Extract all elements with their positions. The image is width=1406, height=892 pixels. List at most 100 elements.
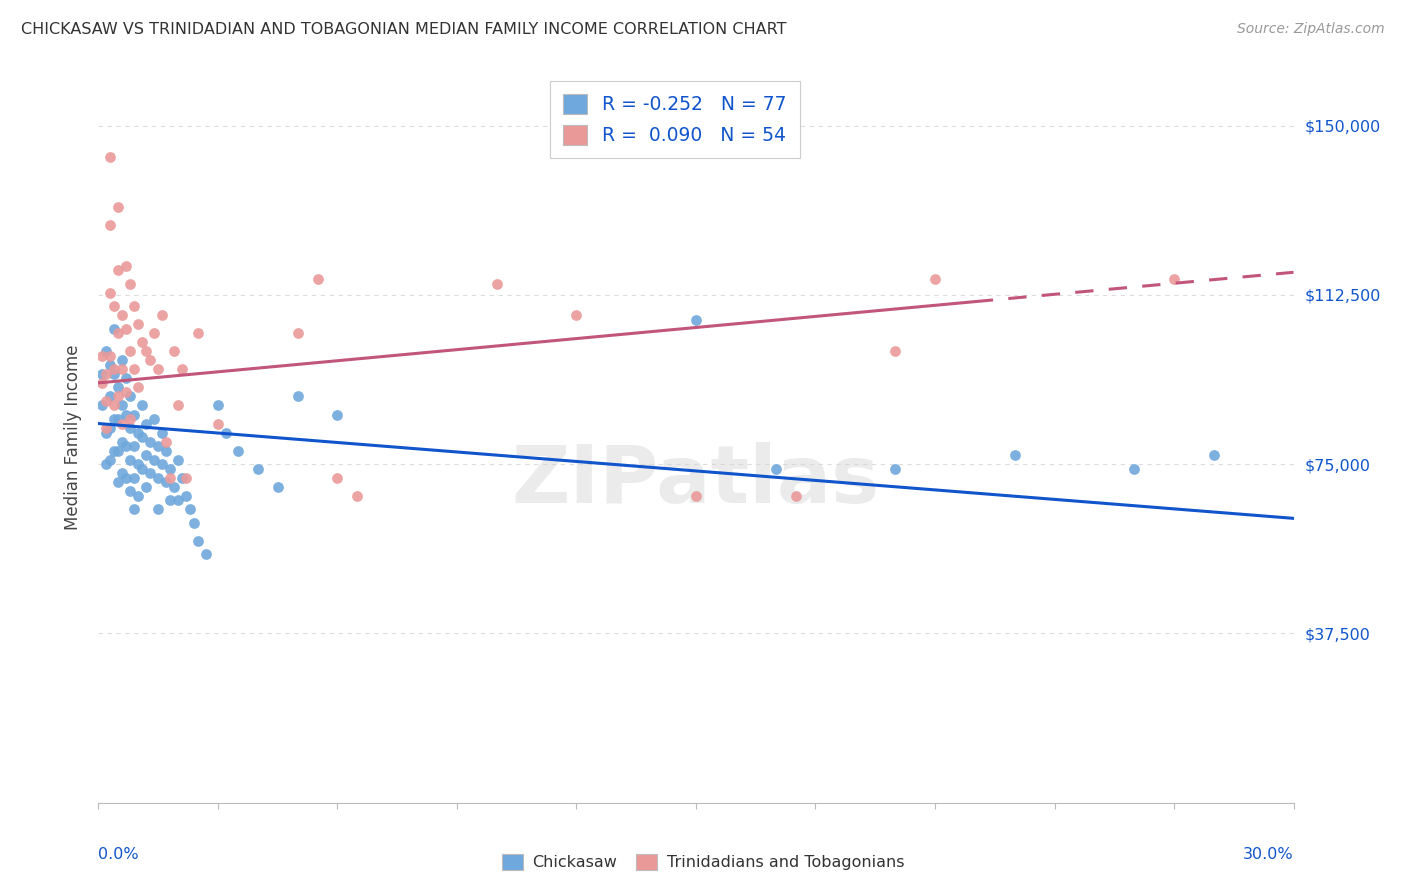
Point: [98, 452, 122, 467]
Point: [98, 421, 122, 435]
Point: [98, 285, 122, 300]
Point: [124, 471, 146, 485]
Point: [167, 493, 190, 508]
Point: [91, 376, 114, 390]
Point: [143, 326, 166, 341]
Point: [346, 489, 368, 503]
Point: [207, 399, 229, 413]
Point: [143, 412, 166, 426]
Point: [124, 502, 146, 516]
Point: [120, 421, 142, 435]
Point: [163, 480, 186, 494]
Point: [187, 533, 209, 548]
Point: [127, 489, 149, 503]
Point: [131, 399, 153, 413]
Point: [120, 484, 142, 499]
Point: [107, 475, 129, 490]
Y-axis label: Median Family Income: Median Family Income: [63, 344, 82, 530]
Point: [1163, 272, 1185, 286]
Point: [107, 380, 129, 394]
Point: [111, 362, 134, 376]
Point: [96, 394, 118, 409]
Point: [91, 399, 114, 413]
Point: [107, 263, 129, 277]
Point: [98, 389, 122, 403]
Legend: Chickasaw, Trinidadians and Tobagonians: Chickasaw, Trinidadians and Tobagonians: [495, 847, 911, 877]
Point: [120, 412, 142, 426]
Point: [924, 272, 946, 286]
Point: [115, 408, 138, 422]
Point: [111, 399, 134, 413]
Point: [148, 471, 170, 485]
Point: [485, 277, 508, 291]
Point: [785, 489, 807, 503]
Point: [148, 362, 170, 376]
Point: [765, 461, 787, 475]
Point: [143, 452, 166, 467]
Point: [120, 344, 142, 359]
Point: [103, 443, 125, 458]
Text: 0.0%: 0.0%: [98, 847, 139, 862]
Point: [96, 344, 118, 359]
Point: [115, 371, 138, 385]
Point: [103, 322, 125, 336]
Point: [91, 349, 114, 363]
Point: [120, 389, 142, 403]
Point: [174, 489, 197, 503]
Point: [155, 434, 177, 449]
Point: [215, 425, 238, 440]
Legend: R = -0.252   N = 77, R =  0.090   N = 54: R = -0.252 N = 77, R = 0.090 N = 54: [550, 81, 800, 158]
Point: [115, 259, 138, 273]
Point: [115, 322, 138, 336]
Point: [685, 312, 707, 326]
Point: [159, 493, 181, 508]
Point: [155, 443, 177, 458]
Point: [135, 417, 157, 431]
Point: [111, 466, 134, 480]
Point: [103, 299, 125, 313]
Point: [115, 439, 138, 453]
Point: [884, 344, 907, 359]
Point: [111, 434, 134, 449]
Point: [103, 362, 125, 376]
Point: [98, 218, 122, 232]
Point: [1123, 461, 1146, 475]
Point: [98, 150, 122, 164]
Point: [195, 548, 218, 562]
Point: [103, 399, 125, 413]
Point: [246, 461, 269, 475]
Point: [183, 516, 205, 530]
Point: [98, 358, 122, 372]
Point: [172, 471, 194, 485]
Point: [96, 421, 118, 435]
Point: [565, 308, 588, 322]
Point: [96, 367, 118, 381]
Point: [1202, 448, 1225, 462]
Point: [107, 200, 129, 214]
Point: [139, 353, 162, 368]
Point: [159, 471, 181, 485]
Point: [155, 475, 177, 490]
Point: [135, 344, 157, 359]
Point: [172, 362, 194, 376]
Text: ZIPatlas: ZIPatlas: [512, 442, 880, 520]
Point: [226, 443, 249, 458]
Point: [131, 461, 153, 475]
Point: [98, 349, 122, 363]
Point: [207, 417, 229, 431]
Point: [111, 308, 134, 322]
Point: [1004, 448, 1026, 462]
Point: [127, 425, 149, 440]
Point: [163, 344, 186, 359]
Point: [150, 425, 173, 440]
Point: [131, 335, 153, 350]
Point: [91, 367, 114, 381]
Point: [127, 457, 149, 471]
Point: [267, 480, 290, 494]
Point: [131, 430, 153, 444]
Point: [124, 439, 146, 453]
Point: [884, 461, 907, 475]
Text: 30.0%: 30.0%: [1243, 847, 1294, 862]
Point: [124, 362, 146, 376]
Point: [115, 384, 138, 399]
